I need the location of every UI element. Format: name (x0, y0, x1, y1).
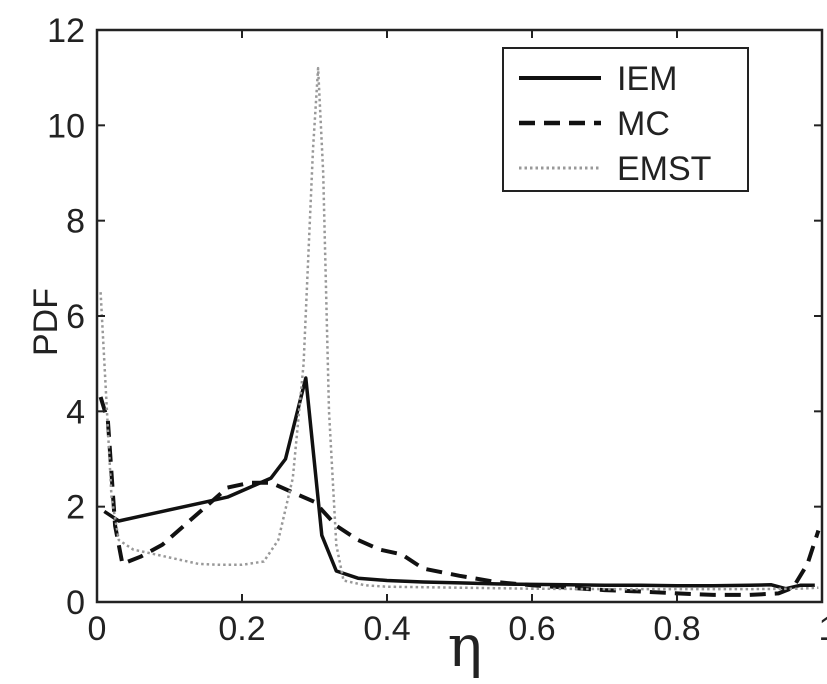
series-line-mc (98, 396, 821, 597)
x-axis-label: η (448, 612, 483, 680)
y-tick-label: 4 (66, 393, 85, 431)
legend-label-emst: EMST (617, 150, 711, 188)
axis-ticks: 00.20.40.60.81024681012 (47, 12, 827, 648)
x-tick-label: 0.8 (653, 610, 700, 648)
x-tick-label: 0.4 (363, 610, 410, 648)
y-tick-label: 12 (47, 12, 85, 50)
series-line-iem (103, 376, 815, 591)
legend-label-iem: IEM (617, 60, 677, 98)
y-tick-label: 6 (66, 298, 85, 336)
x-tick-label: 1 (819, 610, 827, 648)
x-tick-label: 0.6 (508, 610, 555, 648)
y-tick-label: 2 (66, 489, 85, 527)
y-tick-label: 10 (47, 107, 85, 145)
legend-label-mc: MC (617, 105, 670, 143)
series-layer (98, 66, 821, 597)
y-axis-label: PDF (27, 288, 65, 356)
x-tick-label: 0 (88, 610, 107, 648)
y-tick-label: 0 (66, 584, 85, 622)
x-tick-label: 0.2 (218, 610, 265, 648)
y-tick-label: 8 (66, 203, 85, 241)
legend: IEM MC EMST (502, 47, 749, 192)
series-line-emst (99, 66, 819, 591)
legend-box (502, 47, 749, 192)
